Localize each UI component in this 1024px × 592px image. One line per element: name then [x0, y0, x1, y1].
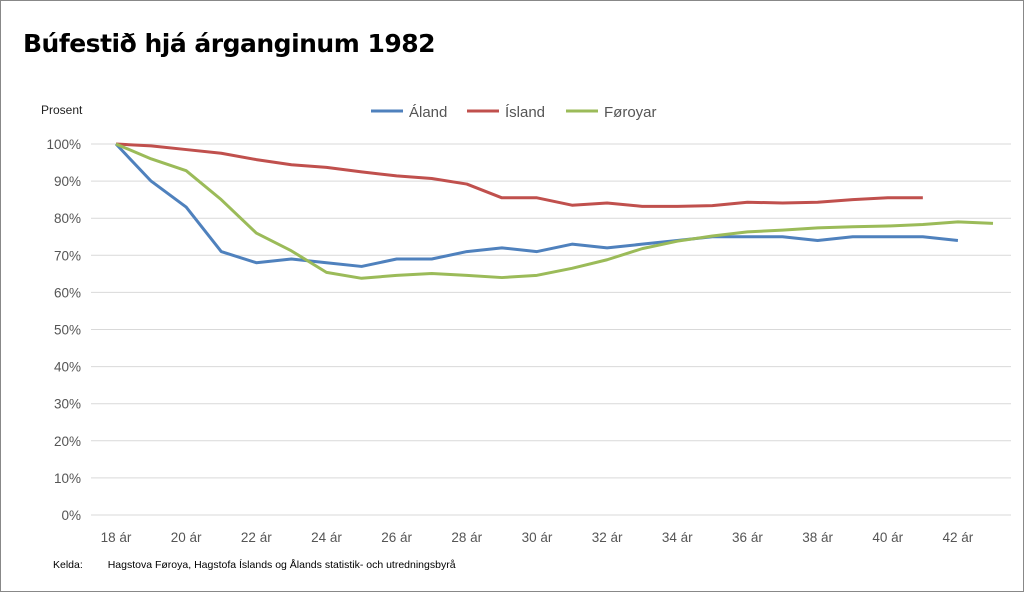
source-note: Kelda: Hagstova Føroya, Hagstofa Íslands… — [53, 559, 478, 571]
x-tick-label: 40 ár — [872, 530, 903, 545]
legend-label: Áland — [409, 104, 447, 121]
x-tick-label: 38 ár — [802, 530, 833, 545]
source-label: Kelda: — [53, 559, 83, 571]
x-tick-label: 20 ár — [171, 530, 202, 545]
y-tick-label: 10% — [54, 471, 81, 486]
y-tick-label: 60% — [54, 285, 81, 300]
x-tick-label: 18 ár — [101, 530, 132, 545]
series-line-áland — [114, 142, 959, 268]
source-text: Hagstova Føroya, Hagstofa Íslands og Åla… — [107, 559, 456, 571]
legend-label: Ísland — [505, 104, 545, 121]
y-tick-label: 50% — [54, 323, 81, 338]
x-tick-label: 36 ár — [732, 530, 763, 545]
series-line-ísland — [115, 142, 923, 208]
y-tick-label: 100% — [46, 137, 81, 152]
x-tick-label: 32 ár — [592, 530, 623, 545]
series-line-føroyar — [115, 142, 994, 280]
y-tick-label: 30% — [54, 397, 81, 412]
y-tick-label: 40% — [54, 360, 81, 375]
y-tick-label: 80% — [54, 211, 81, 226]
y-tick-label: 70% — [54, 248, 81, 263]
y-tick-label: 0% — [61, 508, 81, 523]
legend-label: Føroyar — [604, 104, 657, 121]
x-tick-label: 30 ár — [522, 530, 553, 545]
x-tick-label: 24 ár — [311, 530, 342, 545]
x-tick-label: 26 ár — [381, 530, 412, 545]
y-axis-label: Prosent — [41, 103, 83, 117]
chart-title: Búfestið hjá árganginum 1982 — [23, 29, 436, 58]
x-tick-label: 42 ár — [943, 530, 974, 545]
x-tick-label: 34 ár — [662, 530, 693, 545]
x-tick-label: 28 ár — [451, 530, 482, 545]
y-tick-label: 20% — [54, 434, 81, 449]
y-tick-label: 90% — [54, 174, 81, 189]
x-tick-label: 22 ár — [241, 530, 272, 545]
